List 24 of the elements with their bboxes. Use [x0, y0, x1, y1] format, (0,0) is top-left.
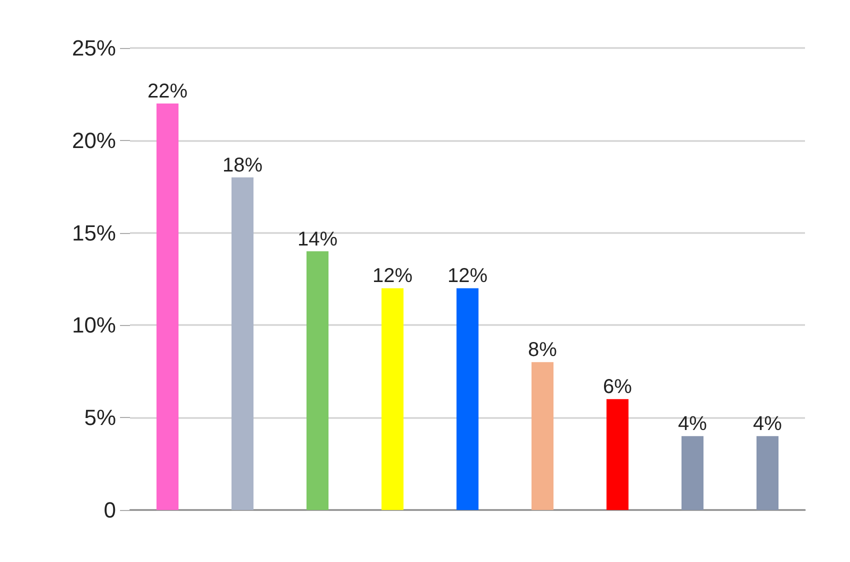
- data-label: 22%: [147, 80, 188, 102]
- y-tick-label: 25%: [72, 36, 116, 60]
- data-label: 18%: [222, 154, 263, 176]
- y-tick-label: 5%: [84, 405, 116, 430]
- y-tick-label: 15%: [72, 220, 116, 246]
- data-label: 14%: [297, 228, 338, 250]
- bar: [606, 399, 628, 510]
- bar: [532, 362, 554, 510]
- y-tick-label: 0: [104, 498, 116, 522]
- data-label: 6%: [603, 376, 632, 398]
- y-tick-label: 20%: [72, 128, 116, 153]
- bar: [232, 177, 254, 510]
- bar: [382, 288, 404, 510]
- bar: [682, 436, 704, 510]
- data-label: 12%: [447, 265, 488, 288]
- bar: [156, 103, 178, 510]
- bar: [306, 251, 328, 510]
- data-label: 12%: [372, 265, 413, 288]
- y-tick-label: 10%: [72, 312, 116, 338]
- bar: [456, 288, 478, 510]
- bar: [756, 436, 778, 510]
- data-label: 4%: [678, 413, 708, 436]
- data-label: 4%: [753, 413, 782, 436]
- data-label: 8%: [528, 339, 558, 362]
